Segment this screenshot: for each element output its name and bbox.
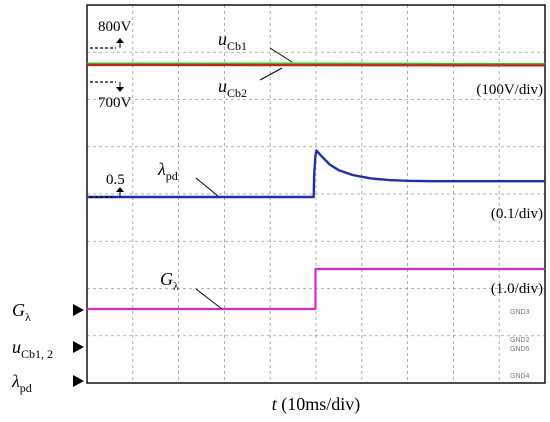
gnd4-label: GND4 [510, 373, 530, 380]
scale-label-10: (1.0/div) [491, 281, 543, 297]
trace-layer [87, 62, 545, 311]
label-800v: 800V [98, 19, 132, 35]
svg-text:λpd: λpd [11, 371, 32, 395]
marker-g-arrow [73, 304, 84, 316]
marker-ucb-arrow [73, 341, 84, 353]
svg-text:uCb1: uCb1 [218, 29, 247, 53]
label-700v: 700V [98, 95, 132, 111]
gnd5-label: GND5 [510, 346, 530, 353]
plot-frame [86, 4, 546, 384]
marker-ucb-main: u [12, 337, 21, 357]
gnd3-label: GND3 [510, 309, 530, 316]
annot-ucb1: uCb1 [218, 29, 293, 63]
x-axis-var: t [272, 394, 278, 414]
trace-g-lambda [87, 267, 545, 311]
ref-05-marker [90, 187, 124, 198]
marker-ucb: uCb1, 2 [12, 337, 84, 361]
annot-g-lambda: Gλ [160, 269, 223, 310]
x-axis-unit: (10ms/div) [277, 394, 361, 415]
ref-800v-marker [90, 38, 124, 49]
trace-lambda-pd [87, 149, 545, 199]
marker-lambda-pd: λpd [11, 371, 84, 395]
svg-text:λpd: λpd [157, 159, 178, 183]
svg-text:uCb2: uCb2 [218, 76, 247, 100]
gnd2-label: GND2 [510, 337, 530, 344]
label-05: 0.5 [106, 172, 125, 188]
x-axis-label: t (10ms/div) [272, 394, 361, 415]
marker-g-lambda: Gλ [12, 300, 84, 324]
annot-lambda-pd: λpd [157, 159, 219, 197]
svg-text:Gλ: Gλ [160, 269, 179, 293]
annot-ucb2: uCb2 [218, 67, 283, 100]
marker-lambda-sub: pd [20, 381, 32, 395]
ref-700v-marker [90, 81, 124, 92]
marker-g-main: G [12, 300, 25, 320]
scale-label-01: (0.1/div) [491, 206, 543, 222]
marker-ucb-sub: Cb1, 2 [21, 347, 53, 361]
svg-text:Gλ: Gλ [12, 300, 31, 324]
marker-lambda-main: λ [11, 371, 20, 391]
marker-lambda-arrow [73, 375, 84, 387]
scale-label-100v: (100V/div) [476, 82, 543, 98]
svg-text:uCb1, 2: uCb1, 2 [12, 337, 53, 361]
plot-grid [87, 5, 545, 383]
marker-g-sub: λ [25, 310, 31, 324]
